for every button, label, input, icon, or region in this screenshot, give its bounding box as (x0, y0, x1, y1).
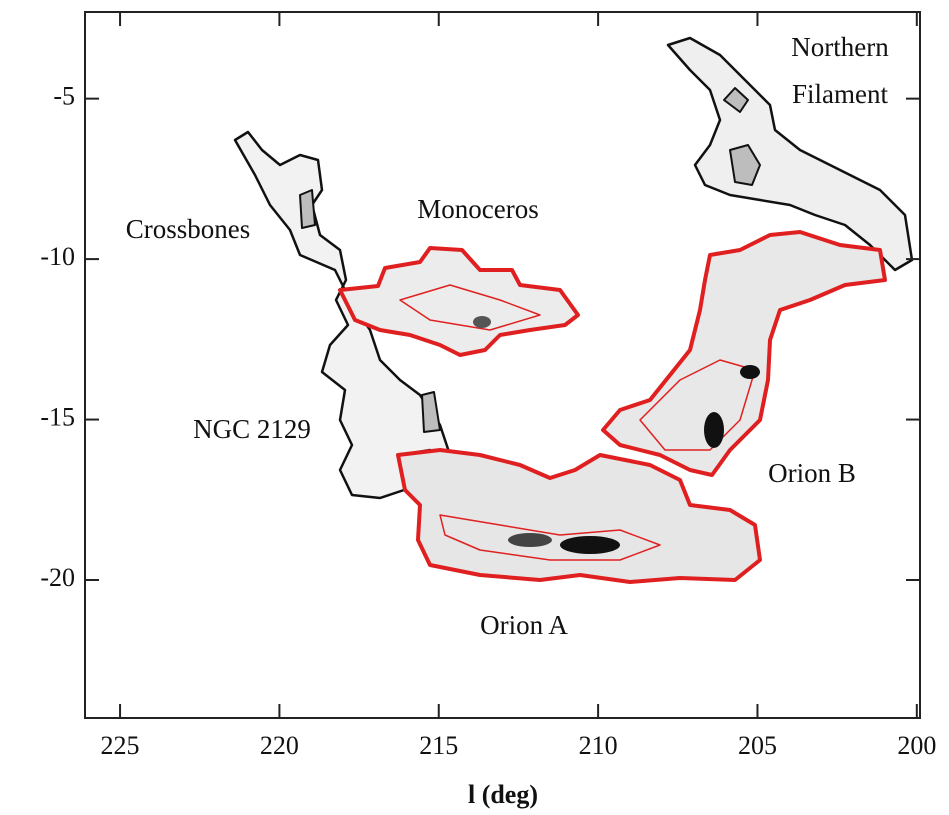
annotation: Northern (791, 32, 889, 62)
x-axis-label: l (deg) (468, 780, 538, 809)
contour-monoceros (340, 248, 578, 355)
x-tick-label: 205 (738, 731, 777, 760)
annotation: Filament (792, 79, 888, 109)
annotation: Crossbones (126, 214, 251, 244)
annotation: NGC 2129 (193, 414, 311, 444)
core (473, 316, 491, 328)
contour-orion-b (603, 232, 885, 475)
x-tick-label: 215 (419, 731, 458, 760)
annotation: Orion A (480, 610, 568, 640)
core (740, 365, 760, 379)
chart: l (deg) 225 220 215 210 205 200 -5 -10 -15 -20 Nor… (0, 0, 949, 815)
y-tick-label: -5 (53, 82, 75, 111)
core (704, 412, 724, 448)
y-tick-label: -20 (40, 563, 75, 592)
y-tick-label: -15 (40, 403, 75, 432)
annotation: Monoceros (417, 194, 538, 224)
x-tick-label: 225 (101, 731, 140, 760)
x-tick-label: 210 (579, 731, 618, 760)
x-tick-label: 200 (897, 731, 936, 760)
page: l (deg) 225 220 215 210 205 200 -5 -10 -15 -20 Nor… (0, 0, 949, 815)
core (560, 536, 620, 554)
annotation: Orion B (768, 458, 856, 488)
core (508, 533, 552, 547)
x-tick-label: 220 (260, 731, 299, 760)
y-tick-label: -10 (40, 242, 75, 271)
